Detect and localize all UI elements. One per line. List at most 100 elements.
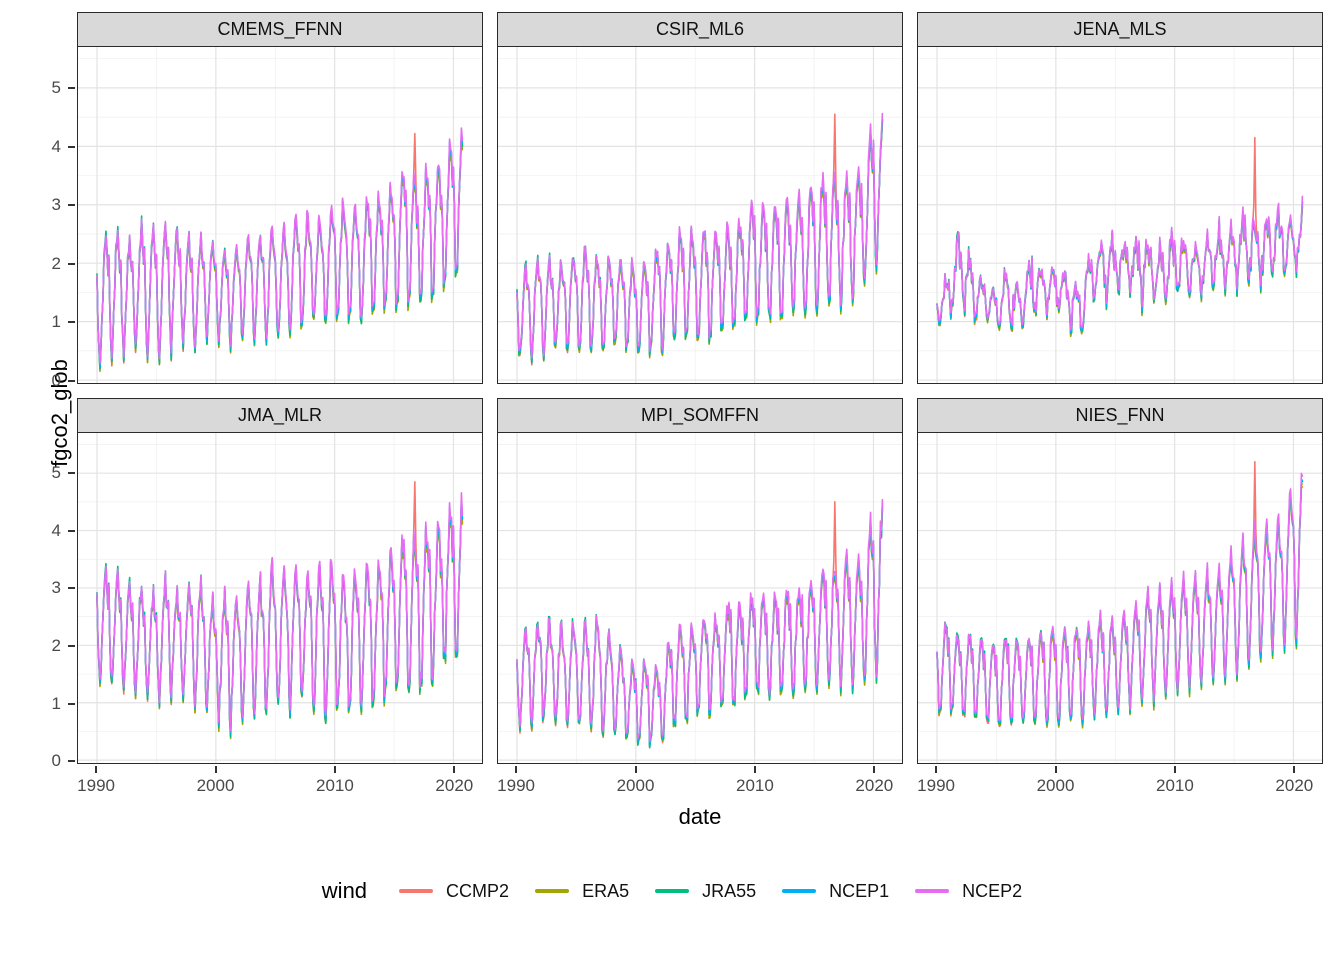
x-tick-label: 2010 <box>316 776 354 795</box>
facet-strip-csir-ml6: CSIR_ML6 <box>497 12 903 47</box>
series-line-ncep2 <box>96 492 464 732</box>
x-tick-label: 2020 <box>435 776 474 795</box>
x-tick-label: 2020 <box>855 776 894 795</box>
x-tick-mark <box>1293 766 1296 773</box>
y-tick-label: 0 <box>51 371 61 391</box>
plot-panel-csir-ml6 <box>497 47 903 384</box>
y-tick-mark <box>68 321 75 324</box>
series-line-ncep2 <box>936 195 1304 331</box>
x-axis-title: date <box>678 804 722 829</box>
y-tick-label: 3 <box>51 195 61 215</box>
panel-canvas <box>918 433 1322 763</box>
facet-title: CMEMS_FFNN <box>217 19 343 39</box>
legend-item-ccmp2: CCMP2 <box>399 881 509 902</box>
series-line-ncep2 <box>96 127 464 365</box>
legend-items: CCMP2 ERA5 JRA55 NCEP1 NCEP2 <box>399 881 1022 902</box>
x-tick-mark <box>873 766 876 773</box>
legend-line-swatch <box>655 889 690 893</box>
x-tick-label: 2020 <box>1275 776 1314 795</box>
y-tick-mark <box>68 204 75 207</box>
y-tick-label: 4 <box>51 520 61 540</box>
plot-panel-cmems-ffnn <box>77 47 483 384</box>
x-tick-mark <box>333 766 336 773</box>
plot-panel-jena-mls <box>917 47 1323 384</box>
x-tick-label: 1990 <box>497 776 536 795</box>
y-tick-mark <box>68 644 75 647</box>
y-tick-label: 5 <box>51 78 61 98</box>
x-tick-label: 1990 <box>917 776 956 795</box>
legend-item-ncep2: NCEP2 <box>915 881 1022 902</box>
facet-title: CSIR_ML6 <box>655 19 745 39</box>
series-line-ncep2 <box>516 112 884 359</box>
panel-canvas <box>498 47 902 383</box>
x-tick-mark <box>634 766 637 773</box>
facet-strip-mpi-somffn: MPI_SOMFFN <box>497 398 903 433</box>
x-tick-label: 2010 <box>736 776 774 795</box>
legend-line-swatch <box>535 889 570 893</box>
x-tick-mark <box>515 766 518 773</box>
legend-title: wind <box>321 878 368 903</box>
panel-canvas <box>918 47 1322 383</box>
y-tick-mark <box>68 380 75 383</box>
y-tick-label: 2 <box>51 253 61 273</box>
y-tick-mark <box>68 760 75 763</box>
legend-item-era5: ERA5 <box>535 881 629 902</box>
y-tick-label: 4 <box>51 136 61 156</box>
facet-title: JMA_MLR <box>237 405 322 425</box>
legend-label: NCEP1 <box>829 880 890 901</box>
facet-title: NIES_FNN <box>1075 405 1165 425</box>
plot-panel-nies-fnn <box>917 433 1323 764</box>
y-tick-label: 1 <box>51 312 61 332</box>
y-tick-label: 3 <box>51 578 61 598</box>
facet-strip-jma-mlr: JMA_MLR <box>77 398 483 433</box>
legend: wind CCMP2 ERA5 JRA55 NCEP1 NCEP2 <box>0 878 1344 904</box>
x-tick-label: 2000 <box>1036 776 1075 795</box>
legend-line-swatch <box>782 889 817 893</box>
panel-canvas <box>78 47 482 383</box>
series-line-ccmp2 <box>936 136 1304 336</box>
x-axis-col3: 1990 2000 2010 2020 <box>917 766 1323 802</box>
panel-canvas <box>78 433 482 763</box>
facet-strip-jena-mls: JENA_MLS <box>917 12 1323 47</box>
x-tick-label: 1990 <box>77 776 116 795</box>
facet-strip-nies-fnn: NIES_FNN <box>917 398 1323 433</box>
y-tick-mark <box>68 87 75 90</box>
x-axis-col1: 1990 2000 2010 2020 <box>77 766 483 802</box>
y-tick-label: 2 <box>51 635 61 655</box>
x-tick-mark <box>1054 766 1057 773</box>
y-axis-row1: 0 1 2 3 4 5 <box>0 47 77 390</box>
legend-item-ncep1: NCEP1 <box>782 881 889 902</box>
legend-line-swatch <box>915 889 950 893</box>
plot-panel-mpi-somffn <box>497 433 903 764</box>
panel-canvas <box>498 433 902 763</box>
y-tick-label: 0 <box>51 751 61 771</box>
y-tick-mark <box>68 529 75 532</box>
facet-title: MPI_SOMFFN <box>640 405 759 425</box>
legend-label: ERA5 <box>582 880 630 901</box>
series-line-ncep2 <box>516 498 884 743</box>
y-tick-label: 1 <box>51 693 61 713</box>
x-tick-mark <box>453 766 456 773</box>
x-tick-mark <box>935 766 938 773</box>
y-tick-mark <box>68 702 75 705</box>
legend-label: NCEP2 <box>962 880 1023 901</box>
legend-line-swatch <box>399 889 434 893</box>
x-tick-mark <box>214 766 217 773</box>
legend-item-jra55: JRA55 <box>655 881 756 902</box>
x-tick-label: 2000 <box>616 776 655 795</box>
x-axis-col2: 1990 2000 2010 2020 <box>497 766 903 802</box>
x-tick-mark <box>95 766 98 773</box>
y-tick-mark <box>68 145 75 148</box>
facet-grid: CMEMS_FFNN CSIR_ML6 JENA_MLS JMA_MLR MPI… <box>77 12 1323 764</box>
facet-strip-cmems-ffnn: CMEMS_FFNN <box>77 12 483 47</box>
y-tick-mark <box>68 587 75 590</box>
x-tick-mark <box>1173 766 1176 773</box>
x-tick-label: 2010 <box>1156 776 1194 795</box>
series-line-ncep2 <box>936 472 1304 722</box>
plot-panel-jma-mlr <box>77 433 483 764</box>
y-tick-label: 5 <box>51 463 61 483</box>
legend-label: JRA55 <box>702 880 757 901</box>
y-axis-row2: 0 1 2 3 4 5 <box>0 433 77 770</box>
x-tick-mark <box>753 766 756 773</box>
